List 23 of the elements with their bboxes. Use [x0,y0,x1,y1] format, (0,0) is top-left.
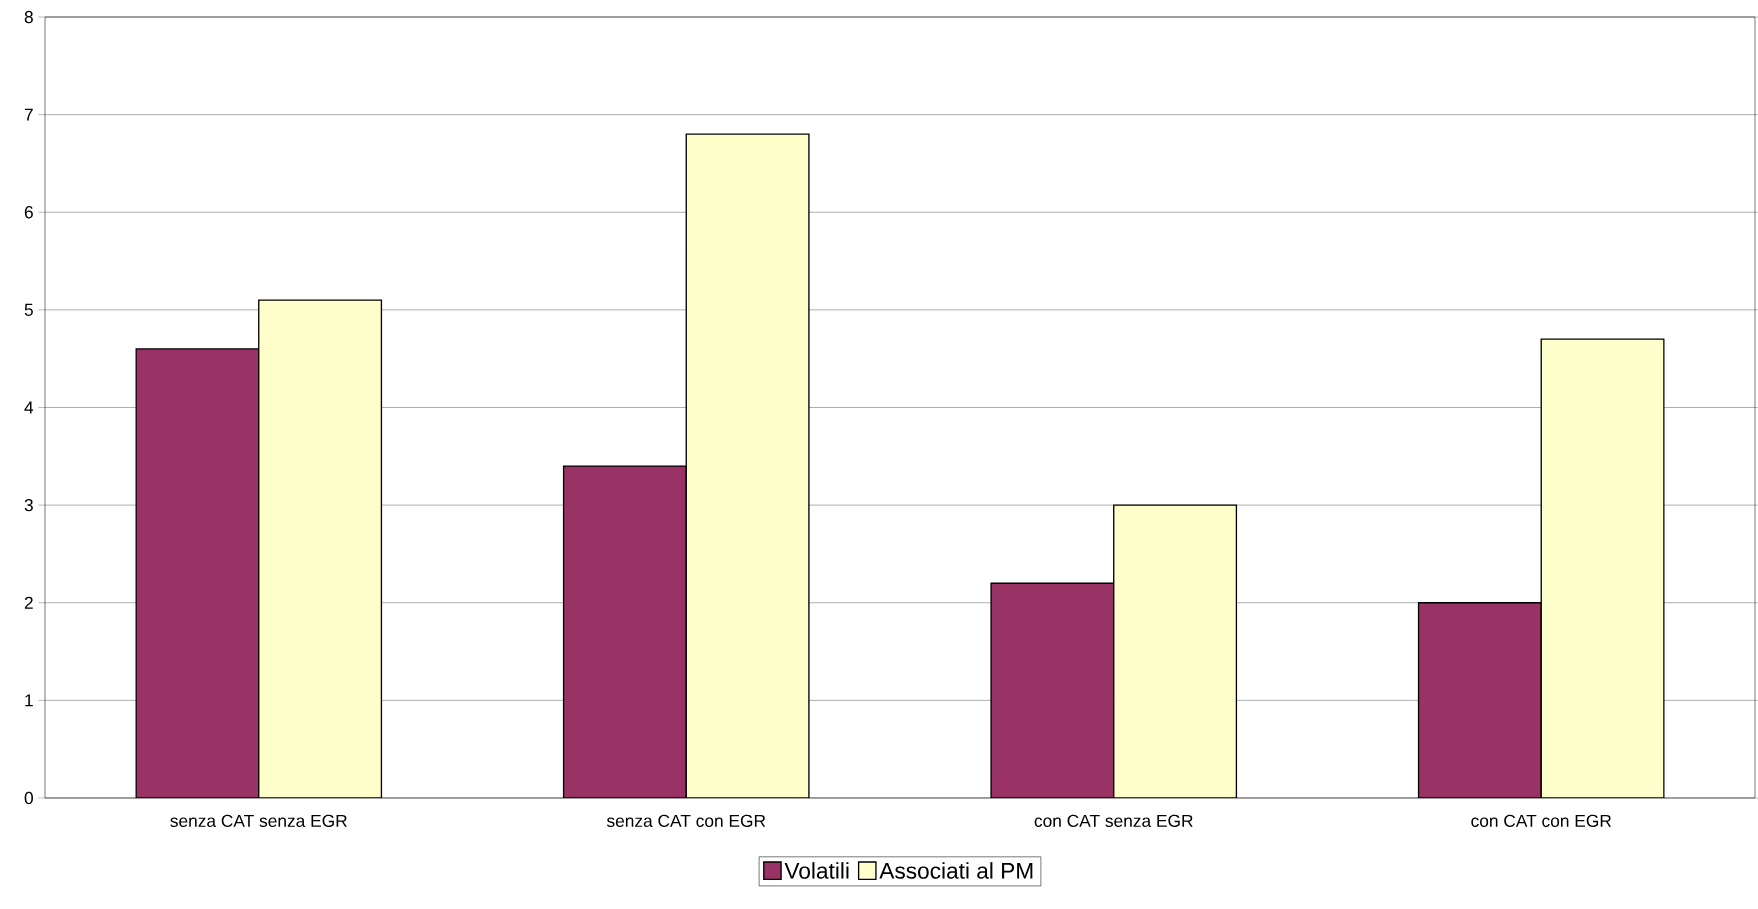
bar [135,348,260,798]
legend-label: Volatili [784,862,849,879]
bar [258,299,383,798]
y-tick-label: 5 [24,303,33,316]
x-tick-label: con CAT senza EGR [1034,814,1193,827]
y-tick-label: 8 [24,10,33,24]
bar [1417,602,1542,798]
bar [685,133,810,798]
bar [562,465,687,798]
y-tick-label: 6 [24,206,33,219]
bar [1113,504,1238,798]
x-tick-label: con CAT con EGR [1471,814,1612,827]
y-tick-label: 2 [24,596,33,609]
y-tick-label: 4 [24,401,34,414]
y-tick-label: 1 [25,694,33,707]
x-tick-label: senza CAT con EGR [606,814,766,827]
bar [1540,338,1665,798]
y-tick-label: 7 [24,108,33,121]
legend-label: Associati al PM [879,862,1033,879]
bar [990,582,1115,798]
y-tick-label: 3 [24,498,33,512]
y-tick-label: 0 [24,791,33,805]
x-tick-label: senza CAT senza EGR [170,814,347,827]
